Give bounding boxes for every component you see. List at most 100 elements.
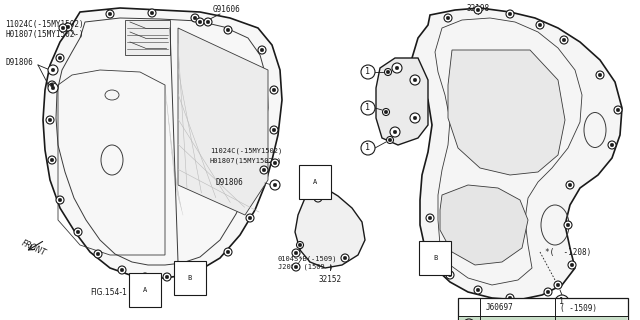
Text: J2088 (1509-): J2088 (1509-) [278,264,333,270]
Circle shape [596,71,604,79]
Circle shape [56,54,64,62]
Circle shape [562,38,566,42]
Text: H01807(15MY1502-): H01807(15MY1502-) [5,30,84,39]
Circle shape [46,116,54,124]
Circle shape [448,273,452,277]
Circle shape [196,18,204,26]
Circle shape [546,290,550,294]
Circle shape [51,86,55,90]
Circle shape [608,141,616,149]
Circle shape [48,83,58,93]
Circle shape [474,286,482,294]
FancyBboxPatch shape [459,316,627,320]
Text: 1: 1 [365,103,371,113]
Circle shape [260,48,264,52]
Circle shape [568,183,572,187]
Circle shape [508,12,512,16]
Circle shape [560,36,568,44]
Circle shape [392,63,402,73]
Circle shape [341,254,349,262]
Circle shape [248,216,252,220]
Circle shape [258,46,266,54]
Circle shape [361,65,375,79]
Text: FRONT: FRONT [20,238,47,258]
Circle shape [508,296,512,300]
Circle shape [61,26,65,30]
Polygon shape [376,58,428,145]
Text: A: A [143,287,147,293]
Circle shape [76,230,80,234]
Circle shape [271,159,279,167]
Circle shape [48,65,58,75]
Circle shape [444,14,452,22]
Circle shape [262,168,266,172]
Circle shape [294,251,298,255]
Polygon shape [440,185,528,265]
Text: B: B [188,275,192,281]
Text: 1: 1 [559,298,564,307]
Text: FIG.154-1: FIG.154-1 [90,288,127,297]
Circle shape [343,256,347,260]
Circle shape [506,294,514,302]
Circle shape [94,250,102,258]
Circle shape [48,81,56,89]
Circle shape [566,181,574,189]
Text: A154001426: A154001426 [582,307,628,316]
Circle shape [476,8,480,12]
Circle shape [598,73,602,77]
Circle shape [270,86,278,94]
Circle shape [314,194,322,202]
Circle shape [556,283,560,287]
Circle shape [610,143,614,147]
Circle shape [165,275,169,279]
Circle shape [226,28,230,32]
Polygon shape [125,20,170,55]
Circle shape [296,242,303,249]
Circle shape [506,10,514,18]
Circle shape [48,156,56,164]
Polygon shape [43,8,282,278]
Circle shape [616,108,620,112]
Circle shape [260,166,268,174]
Text: D91806: D91806 [5,58,33,67]
Circle shape [463,319,475,320]
Circle shape [294,265,298,269]
Circle shape [410,113,420,123]
Text: 1: 1 [365,68,371,76]
Circle shape [385,68,392,76]
Circle shape [298,243,302,247]
Circle shape [431,246,439,254]
Circle shape [196,268,204,276]
Text: J60697: J60697 [486,303,514,313]
Polygon shape [448,50,565,175]
Circle shape [396,66,399,70]
Circle shape [426,214,434,222]
Circle shape [614,106,622,114]
Circle shape [48,118,52,122]
Circle shape [246,214,254,222]
Circle shape [538,23,542,27]
Circle shape [383,108,390,116]
Circle shape [224,26,232,34]
Circle shape [273,183,277,187]
Circle shape [150,11,154,15]
Circle shape [536,21,544,29]
Text: 1: 1 [365,143,371,153]
FancyBboxPatch shape [458,298,628,320]
Circle shape [108,12,112,16]
Circle shape [544,288,552,296]
Circle shape [50,158,54,162]
Circle shape [270,126,278,134]
Polygon shape [412,8,622,300]
Circle shape [96,252,100,256]
Circle shape [106,10,114,18]
Text: 32198: 32198 [467,4,490,13]
Circle shape [428,216,432,220]
Text: ( -1509): ( -1509) [560,303,597,313]
Circle shape [198,20,202,24]
Circle shape [51,68,55,72]
Circle shape [433,248,437,252]
Text: B: B [433,255,437,261]
Circle shape [58,198,62,202]
Text: 11024C(-15MY1502): 11024C(-15MY1502) [5,20,84,29]
